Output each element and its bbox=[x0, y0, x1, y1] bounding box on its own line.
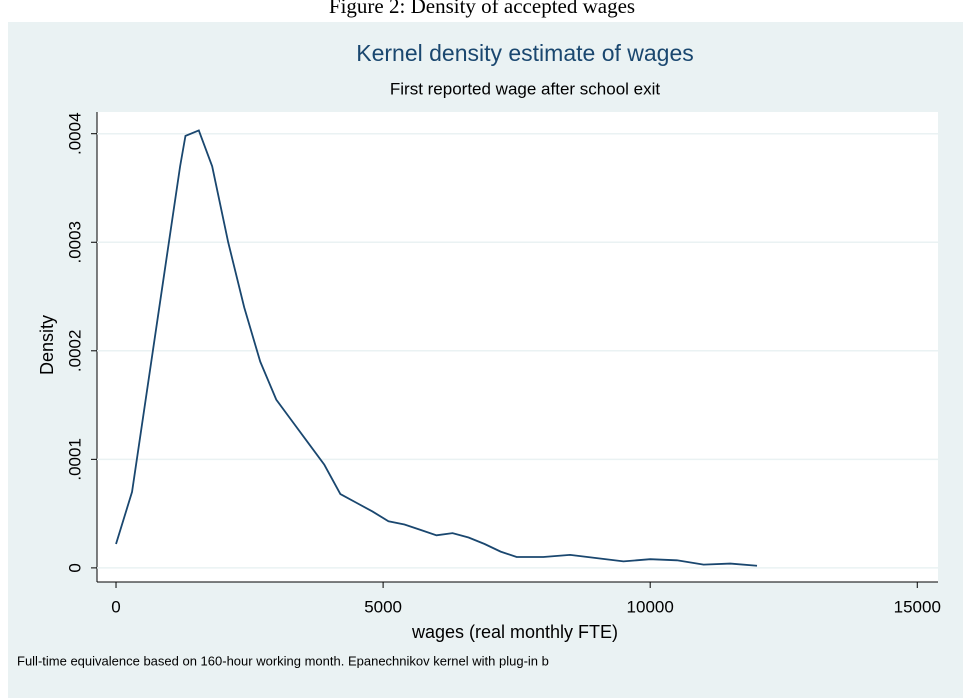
chart-subtitle: First reported wage after school exit bbox=[390, 79, 661, 98]
x-tick-label: 5000 bbox=[364, 597, 402, 616]
x-tick-label: 0 bbox=[111, 597, 120, 616]
y-tick-label: .0002 bbox=[65, 330, 84, 373]
x-axis-label: wages (real monthly FTE) bbox=[411, 622, 618, 642]
x-tick-label: 10000 bbox=[627, 597, 674, 616]
figure-caption: Figure 2: Density of accepted wages bbox=[329, 0, 635, 18]
y-tick-label: .0001 bbox=[65, 438, 84, 481]
density-line bbox=[115, 129, 758, 567]
y-tick-label: .0004 bbox=[65, 112, 84, 155]
note: Full-time equivalence based on 160-hour … bbox=[17, 653, 549, 668]
y-tick-label: 0 bbox=[65, 563, 84, 572]
y-axis-label: Density bbox=[37, 315, 57, 375]
chart-title: Kernel density estimate of wages bbox=[356, 40, 694, 66]
x-tick-label: 15000 bbox=[894, 597, 941, 616]
y-tick-label: .0003 bbox=[65, 221, 84, 264]
plot-area bbox=[97, 112, 938, 582]
